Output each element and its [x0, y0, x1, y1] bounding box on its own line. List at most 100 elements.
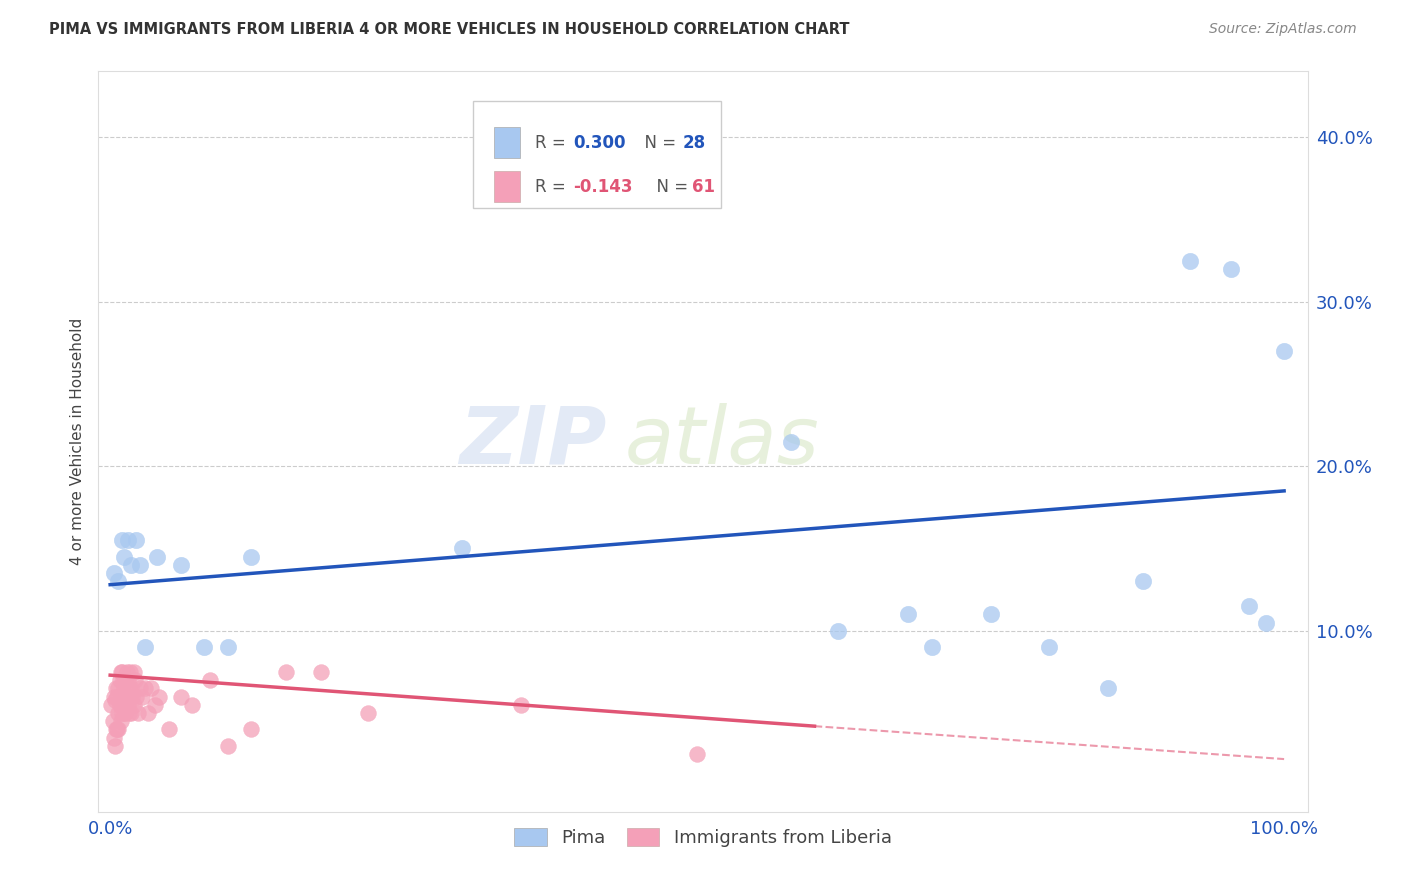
Point — [1097, 681, 1119, 696]
Point — [114, 706, 136, 720]
Point — [100, 698, 122, 712]
Point — [111, 706, 134, 720]
Point — [510, 698, 533, 712]
Point — [105, 681, 128, 696]
Point — [104, 693, 127, 707]
Point — [115, 665, 138, 679]
Point — [146, 549, 169, 564]
Point — [169, 558, 191, 572]
Point — [107, 681, 129, 696]
Point — [112, 673, 135, 687]
FancyBboxPatch shape — [474, 101, 721, 209]
Point — [112, 706, 135, 720]
Point — [921, 640, 943, 655]
Legend: Pima, Immigrants from Liberia: Pima, Immigrants from Liberia — [508, 821, 898, 855]
Text: 0.300: 0.300 — [574, 134, 626, 152]
Point — [120, 690, 142, 704]
Point — [128, 681, 150, 696]
Text: ZIP: ZIP — [458, 402, 606, 481]
Point — [897, 607, 920, 622]
Point — [148, 690, 170, 704]
Point — [105, 690, 128, 704]
Point — [125, 690, 148, 704]
Point — [120, 706, 142, 720]
Text: -0.143: -0.143 — [574, 178, 633, 195]
Point — [276, 665, 298, 679]
Point — [117, 533, 139, 548]
Point — [103, 566, 125, 581]
Point — [141, 681, 163, 696]
Point — [125, 533, 148, 548]
Point — [311, 665, 333, 679]
Point — [114, 673, 136, 687]
Point — [198, 673, 221, 687]
Point — [1038, 640, 1060, 655]
Point — [105, 723, 128, 737]
Point — [107, 723, 129, 737]
Point — [136, 706, 159, 720]
Point — [117, 698, 139, 712]
Point — [108, 698, 131, 712]
Point — [1237, 599, 1260, 613]
Point — [105, 723, 128, 737]
Point — [107, 574, 129, 589]
Point — [157, 723, 180, 737]
Point — [115, 690, 138, 704]
Text: N =: N = — [647, 178, 693, 195]
Point — [217, 640, 239, 655]
Point — [134, 681, 156, 696]
Point — [134, 640, 156, 655]
Point — [193, 640, 215, 655]
Text: N =: N = — [634, 134, 682, 152]
Point — [686, 747, 709, 761]
Text: PIMA VS IMMIGRANTS FROM LIBERIA 4 OR MORE VEHICLES IN HOUSEHOLD CORRELATION CHAR: PIMA VS IMMIGRANTS FROM LIBERIA 4 OR MOR… — [49, 22, 849, 37]
Text: 61: 61 — [692, 178, 716, 195]
Point — [122, 698, 145, 712]
Point — [118, 706, 141, 720]
Text: R =: R = — [534, 178, 571, 195]
Point — [101, 714, 124, 729]
Point — [827, 624, 849, 638]
Point — [240, 723, 263, 737]
Point — [103, 690, 125, 704]
Point — [240, 549, 263, 564]
Point — [780, 434, 803, 449]
Text: 28: 28 — [682, 134, 706, 152]
Point — [120, 665, 142, 679]
FancyBboxPatch shape — [494, 171, 520, 202]
Point — [1132, 574, 1154, 589]
Point — [104, 739, 127, 753]
Point — [980, 607, 1002, 622]
Point — [107, 706, 129, 720]
Point — [112, 549, 135, 564]
Point — [111, 665, 134, 679]
Point — [1272, 344, 1295, 359]
Y-axis label: 4 or more Vehicles in Household: 4 or more Vehicles in Household — [69, 318, 84, 566]
Point — [121, 690, 143, 704]
Point — [120, 558, 142, 572]
Text: R =: R = — [534, 134, 571, 152]
Text: Source: ZipAtlas.com: Source: ZipAtlas.com — [1209, 22, 1357, 37]
Point — [131, 690, 153, 704]
Point — [117, 673, 139, 687]
Point — [169, 690, 191, 704]
Point — [110, 714, 132, 729]
Point — [111, 533, 134, 548]
Text: atlas: atlas — [624, 402, 820, 481]
Point — [127, 706, 149, 720]
Point — [103, 731, 125, 745]
Point — [112, 698, 135, 712]
Point — [108, 673, 131, 687]
Point — [181, 698, 204, 712]
Point — [120, 681, 142, 696]
Point — [118, 681, 141, 696]
Point — [124, 673, 146, 687]
Point — [122, 665, 145, 679]
Point — [143, 698, 166, 712]
Point — [128, 558, 150, 572]
FancyBboxPatch shape — [494, 127, 520, 158]
Point — [110, 690, 132, 704]
Point — [1220, 261, 1243, 276]
Point — [217, 739, 239, 753]
Point — [111, 690, 134, 704]
